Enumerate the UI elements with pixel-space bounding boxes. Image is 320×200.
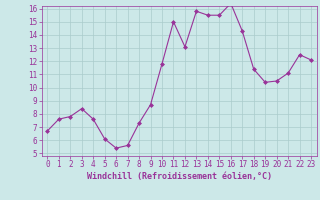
X-axis label: Windchill (Refroidissement éolien,°C): Windchill (Refroidissement éolien,°C) [87,172,272,181]
